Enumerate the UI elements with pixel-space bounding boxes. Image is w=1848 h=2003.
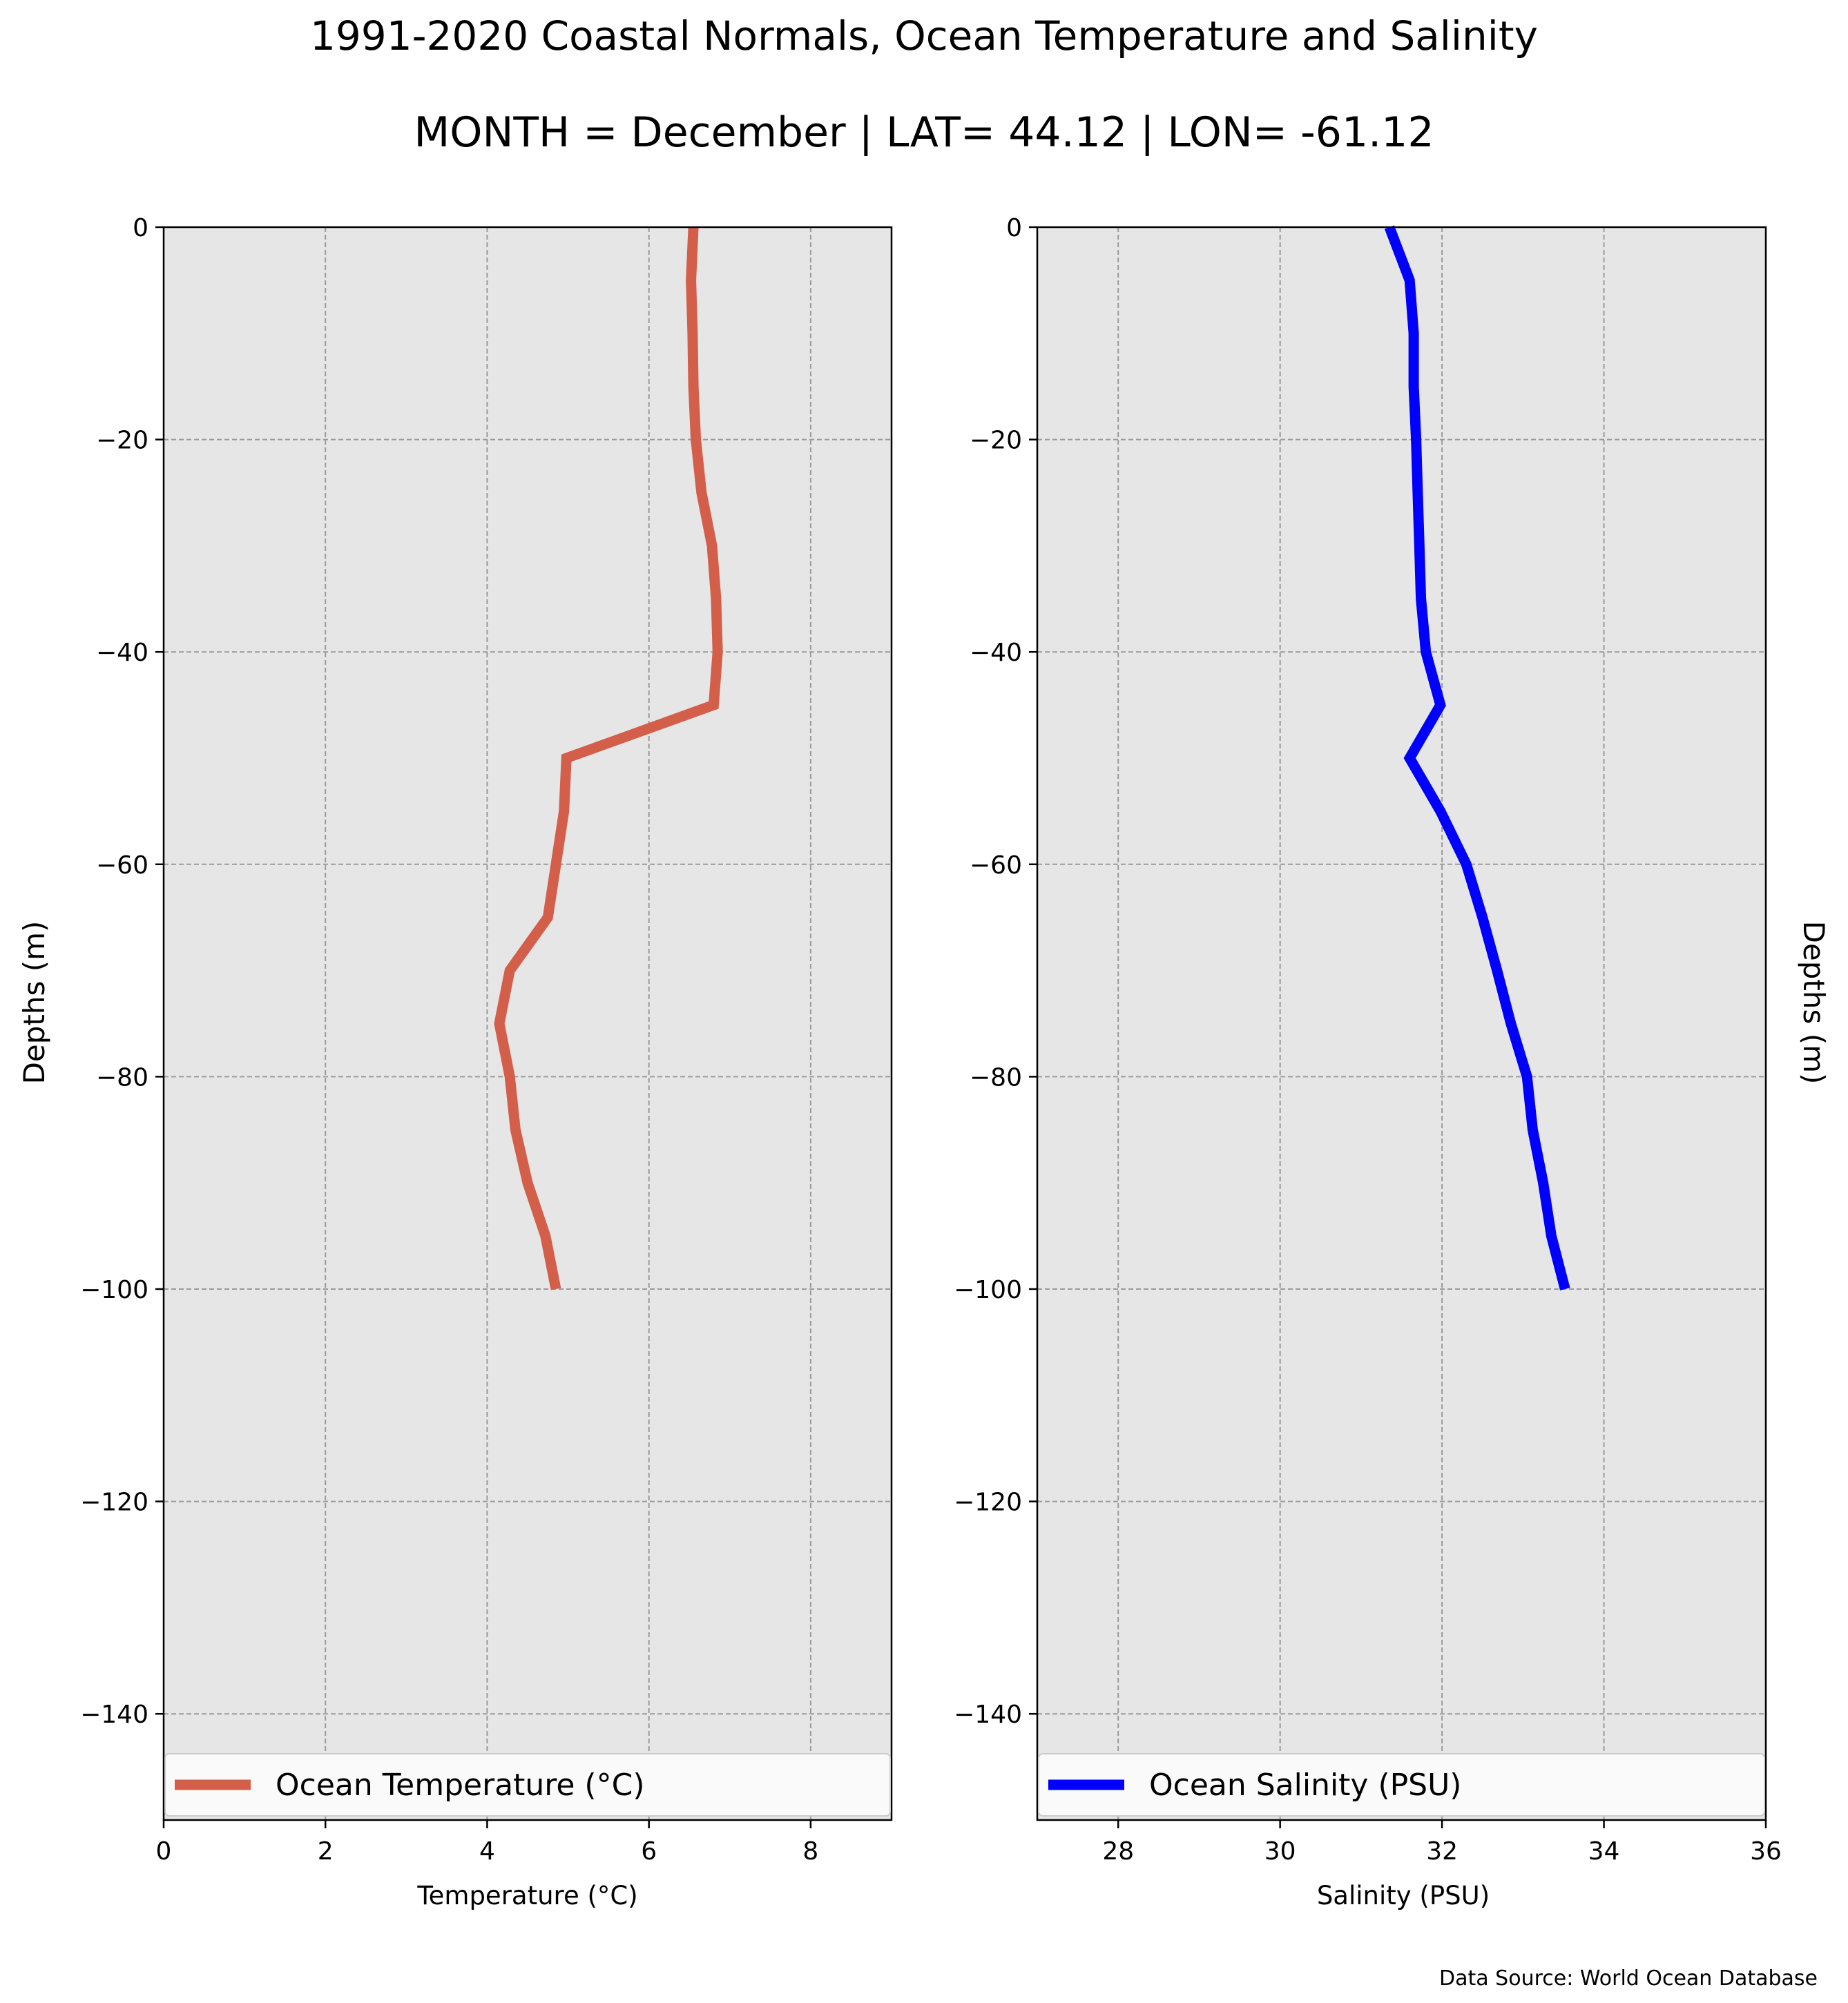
temperature-plot-area — [164, 227, 892, 1820]
y-tick-label: −20 — [96, 427, 148, 455]
y-tick-label: 0 — [1006, 214, 1022, 242]
y-tick-label: −60 — [96, 851, 148, 880]
temperature-legend-label: Ocean Temperature (°C) — [276, 1768, 645, 1803]
y-tick-label: −120 — [954, 1489, 1022, 1517]
y-tick-label: −120 — [80, 1489, 148, 1517]
x-tick-label: 4 — [479, 1837, 495, 1866]
salinity-axes-frame — [1036, 226, 1767, 1821]
y-tick-label: −100 — [80, 1276, 148, 1304]
x-tick-label: 30 — [1264, 1837, 1296, 1866]
y-tick-label: −80 — [970, 1063, 1022, 1092]
x-tick-label: 36 — [1750, 1837, 1782, 1866]
temperature-legend — [164, 1753, 891, 1817]
x-tick-label: 34 — [1588, 1837, 1620, 1866]
x-tick-label: 32 — [1426, 1837, 1458, 1866]
salinity-legend-label: Ocean Salinity (PSU) — [1149, 1768, 1461, 1803]
chart-title: 1991-2020 Coastal Normals, Ocean Tempera… — [310, 12, 1538, 59]
y-tick-label: −60 — [970, 851, 1022, 880]
temperature-x-axis-label: Temperature (°C) — [416, 1881, 637, 1910]
left-y-axis-label: Depths (m) — [17, 921, 51, 1085]
salinity-x-axis-label: Salinity (PSU) — [1317, 1881, 1490, 1910]
y-tick-label: −140 — [954, 1701, 1022, 1729]
temperature-axes-frame — [162, 226, 893, 1821]
x-tick-label: 0 — [156, 1837, 172, 1866]
temperature-panel: 0 2 4 6 8 0 −20 −40 −60 −80 −100 −120 −140 Ocean Temp… — [80, 214, 893, 1866]
data-source-note: Data Source: World Ocean Database — [1439, 1966, 1818, 1991]
x-tick-label: 2 — [318, 1837, 334, 1866]
x-tick-label: 28 — [1102, 1837, 1134, 1866]
y-tick-label: −40 — [970, 639, 1022, 667]
y-tick-label: −140 — [80, 1701, 148, 1729]
y-tick-label: −100 — [954, 1276, 1022, 1304]
x-tick-label: 8 — [802, 1837, 818, 1866]
salinity-legend — [1038, 1753, 1765, 1817]
salinity-series-line — [1384, 225, 1570, 1290]
temperature-series-line — [494, 226, 723, 1290]
y-tick-label: −20 — [970, 427, 1022, 455]
salinity-plot-area — [1037, 227, 1766, 1820]
y-tick-label: −40 — [96, 639, 148, 667]
chart-subtitle: MONTH = December | LAT= 44.12 | LON= -61… — [414, 108, 1434, 157]
y-tick-label: −80 — [96, 1063, 148, 1092]
y-tick-label: 0 — [133, 214, 148, 242]
x-tick-label: 6 — [641, 1837, 657, 1866]
right-y-axis-label: Depths (m) — [1797, 921, 1831, 1085]
salinity-panel: 28 30 32 34 36 0 −20 −40 −60 −80 −100 −120 −140 Ocean… — [954, 214, 1782, 1866]
